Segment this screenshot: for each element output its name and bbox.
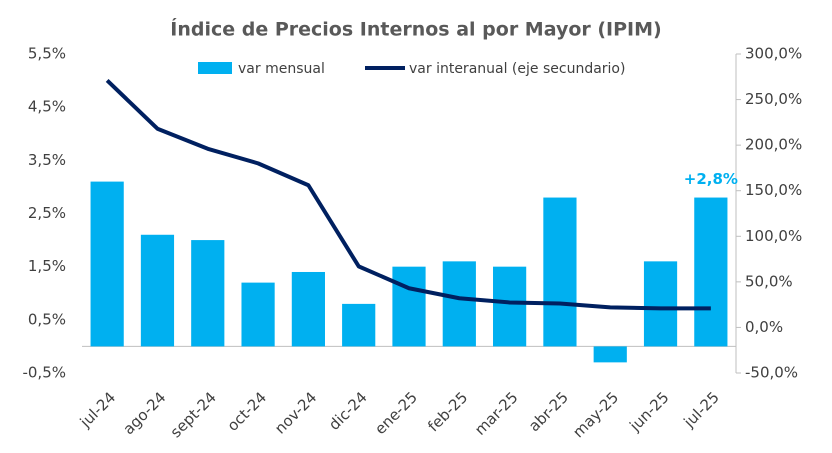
bar bbox=[291, 271, 325, 347]
line bbox=[105, 78, 711, 311]
x-tick-label: sept-24 bbox=[167, 388, 220, 441]
y2-tick-label: -50,0% bbox=[745, 364, 798, 382]
y2-tick-label: 50,0% bbox=[745, 272, 793, 290]
y2-tick-label: 250,0% bbox=[745, 90, 802, 108]
y-tick-label: 4,5% bbox=[28, 98, 66, 116]
x-tick-label: ene-25 bbox=[371, 388, 421, 438]
bar bbox=[140, 234, 175, 347]
bar bbox=[191, 240, 225, 347]
bar bbox=[392, 266, 426, 347]
annotation: +2,8% bbox=[684, 170, 738, 188]
y-tick-label: 3,5% bbox=[28, 151, 66, 169]
x-tick-label: nov-24 bbox=[271, 388, 320, 437]
x-tick-label: dic-24 bbox=[325, 388, 371, 434]
bar bbox=[593, 346, 627, 363]
legend-label: var mensual bbox=[238, 61, 325, 77]
x-tick-label: feb-25 bbox=[424, 388, 471, 435]
bar bbox=[694, 197, 728, 347]
y2-tick-label: 300,0% bbox=[745, 45, 802, 63]
x-tick-label: mar-25 bbox=[471, 388, 522, 439]
bar bbox=[643, 261, 678, 347]
y-tick-label: 5,5% bbox=[28, 45, 66, 63]
bar bbox=[241, 282, 275, 347]
y2-tick-label: 0,0% bbox=[745, 318, 783, 336]
y-tick-label: 1,5% bbox=[28, 257, 66, 275]
bar bbox=[543, 197, 577, 347]
y2-tick-label: 100,0% bbox=[745, 227, 802, 245]
x-tick-label: abr-25 bbox=[525, 388, 572, 435]
x-tick-label: jul-24 bbox=[76, 388, 119, 431]
x-tick-label: ago-24 bbox=[119, 388, 169, 438]
bar bbox=[493, 266, 527, 347]
legend-swatch bbox=[198, 62, 232, 74]
bar bbox=[90, 181, 124, 347]
y-tick-label: -0,5% bbox=[22, 364, 66, 382]
bar bbox=[442, 261, 476, 347]
y-tick-label: 2,5% bbox=[28, 204, 66, 222]
x-tick-label: oct-24 bbox=[224, 388, 271, 435]
y-tick-label: 0,5% bbox=[28, 310, 66, 328]
y2-tick-label: 200,0% bbox=[745, 136, 802, 154]
chart-title: Índice de Precios Internos al por Mayor … bbox=[170, 18, 661, 41]
y2-tick-label: 150,0% bbox=[745, 181, 802, 199]
x-tick-label: jul-25 bbox=[679, 388, 722, 431]
x-tick-label: may-25 bbox=[569, 388, 622, 441]
bar bbox=[342, 303, 376, 347]
legend-label: var interanual (eje secundario) bbox=[409, 61, 625, 77]
x-tick-label: jun-25 bbox=[625, 388, 672, 435]
